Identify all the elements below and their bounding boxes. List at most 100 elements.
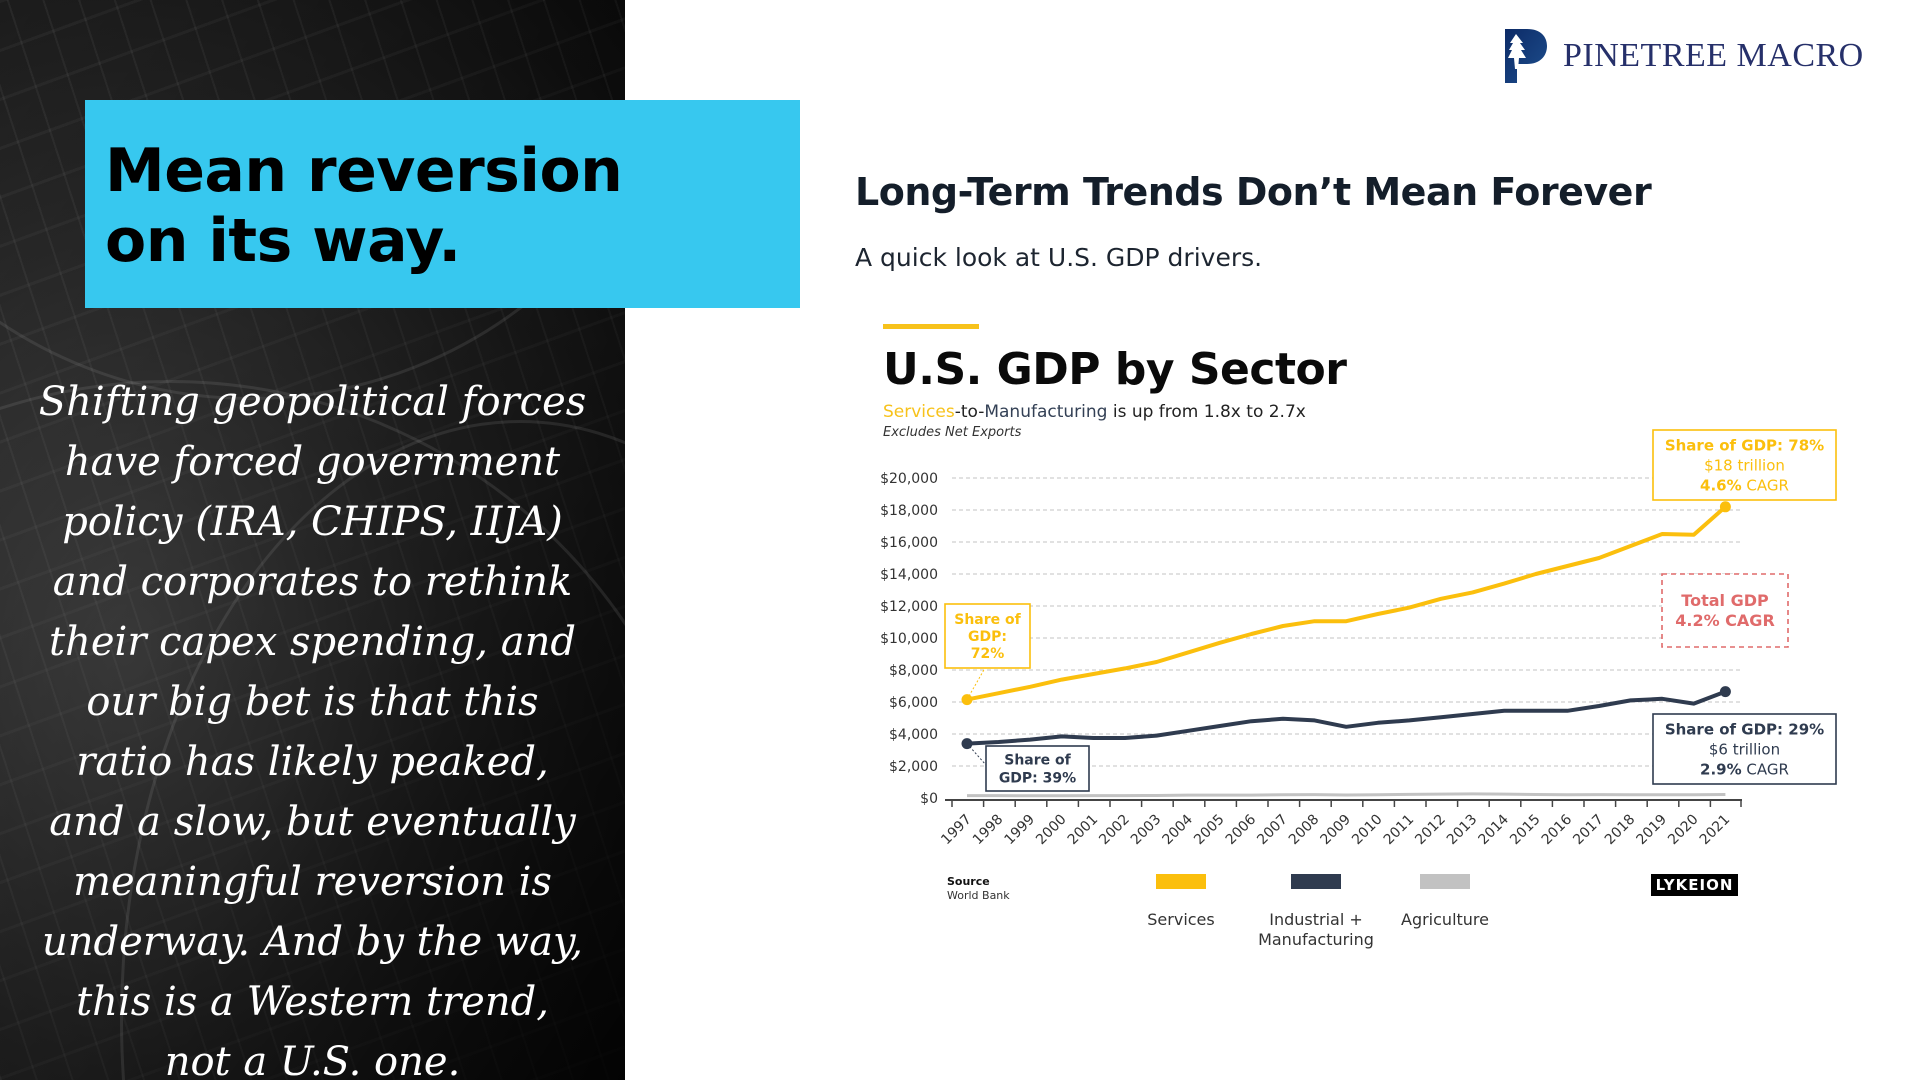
services-end-annotation-text: Share of GDP: 78%: [1665, 437, 1824, 455]
x-tick-label: 2017: [1570, 812, 1607, 849]
commentary-text: Shifting geopolitical forces have forced…: [0, 372, 625, 1080]
x-tick-label: 2009: [1318, 812, 1355, 849]
services-line: [966, 505, 1727, 702]
services-start-point: [961, 694, 973, 706]
x-tick-label: 2008: [1286, 812, 1323, 849]
industrial-start-leader: [966, 743, 987, 766]
x-tick-label: 1998: [970, 812, 1007, 849]
total-gdp-annotation-box: [1661, 573, 1789, 648]
industrial-end-annotation-box: [1652, 713, 1837, 785]
legend-label-services: Services: [1147, 910, 1215, 929]
subtitle-rest: is up from 1.8x to 2.7x: [1107, 402, 1306, 422]
services-start-annotation-text: 72%: [971, 646, 1005, 662]
x-tick-label: 2021: [1697, 812, 1734, 849]
commentary-line: this is a Western trend,: [76, 979, 549, 1025]
x-axis: 1997199819992000200120022003200420052006…: [938, 799, 1742, 849]
commentary-line: and a slow, but eventually: [49, 799, 576, 845]
chart-subtitle: Services-to-Manufacturing is up from 1.8…: [883, 402, 1306, 422]
x-tick-label: 2004: [1160, 811, 1197, 848]
chart-note: Excludes Net Exports: [883, 425, 1022, 440]
x-tick-label: 2011: [1381, 812, 1418, 849]
industrial-line: [966, 689, 1727, 746]
y-tick-label: $16,000: [880, 535, 938, 551]
services-end-point: [1719, 501, 1731, 513]
industrial-end-point: [1719, 686, 1731, 698]
services-start-annotation-box: [944, 603, 1031, 669]
services-start-leader: [966, 667, 986, 700]
subtitle-services: Services: [883, 402, 955, 422]
commentary-line: underway. And by the way,: [42, 919, 583, 965]
slide-subtitle: A quick look at U.S. GDP drivers.: [855, 243, 1263, 272]
commentary-line: their capex spending, and: [49, 619, 576, 665]
x-tick-label: 2002: [1096, 812, 1133, 849]
industrial-start-annotation-text: Share of: [1004, 753, 1071, 769]
headline-line: Mean reversion: [105, 136, 623, 206]
industrial-start-annotation-box: [985, 745, 1090, 792]
legend-label-agriculture: Agriculture: [1401, 910, 1489, 929]
x-tick-label: 2006: [1223, 811, 1260, 848]
source-value: World Bank: [947, 889, 1010, 902]
gridlines: [952, 477, 1740, 767]
y-tick-label: $6,000: [889, 695, 938, 711]
y-tick-label: $10,000: [880, 631, 938, 647]
x-tick-label: 2018: [1602, 812, 1639, 849]
y-tick-label: $14,000: [880, 567, 938, 583]
x-tick-label: 2020: [1665, 812, 1702, 849]
pinetree-macro-logo: PINETREE MACRO: [1505, 28, 1864, 84]
chart-title: U.S. GDP by Sector: [883, 344, 1347, 395]
x-tick-label: 2012: [1412, 812, 1449, 849]
subtitle-dash: -to-: [954, 402, 985, 422]
x-tick-label: 2019: [1634, 812, 1671, 849]
services-end-annotation-text: 4.6% CAGR: [1700, 477, 1789, 495]
headline-box: Mean reversion on its way.: [85, 100, 800, 308]
total-gdp-annotation-text: Total GDP: [1681, 591, 1769, 610]
commentary-line: not a U.S. one.: [164, 1039, 461, 1080]
x-tick-label: 2005: [1191, 812, 1228, 849]
commentary-line: meaningful reversion is: [73, 859, 552, 905]
annotation-bold-part: 2.9%: [1700, 761, 1742, 779]
services-start-annotation-text: GDP:: [968, 629, 1007, 645]
y-tick-label: $8,000: [889, 663, 938, 679]
y-axis-ticks: $0 $2,000 $4,000 $6,000 $8,000 $10,000 $12,000…: [880, 471, 938, 807]
legend-swatch-agriculture: [1420, 874, 1470, 889]
y-tick-label: $12,000: [880, 599, 938, 615]
industrial-start-annotation-text: GDP: 39%: [999, 771, 1076, 787]
commentary-line: Shifting geopolitical forces: [38, 379, 587, 425]
x-tick-label: 1997: [938, 812, 975, 849]
legend-swatch-industrial: [1291, 874, 1341, 889]
x-tick-label: 2013: [1444, 812, 1481, 849]
commentary-line: and corporates to rethink: [52, 559, 573, 605]
industrial-start-point: [961, 738, 973, 750]
annotation-bold-part: 4.6%: [1700, 477, 1742, 495]
agriculture-line: [967, 792, 1726, 798]
y-tick-label: $2,000: [889, 759, 938, 775]
source-label: Source: [947, 875, 990, 888]
x-tick-label: 2010: [1349, 812, 1386, 849]
series-lines: [961, 501, 1731, 798]
industrial-end-annotation-text: $6 trillion: [1709, 741, 1780, 759]
services-end-annotation-text: $18 trillion: [1704, 457, 1785, 475]
industrial-end-annotation-text: Share of GDP: 29%: [1665, 721, 1824, 739]
y-tick-label: $4,000: [889, 727, 938, 743]
pinetree-p-icon: [1505, 29, 1547, 83]
annotation-regular-part: CAGR: [1742, 761, 1789, 779]
legend-swatch-services: [1156, 874, 1206, 889]
x-tick-label: 2003: [1128, 812, 1165, 849]
legend-label-industrial: Industrial + Manufacturing: [1258, 910, 1374, 949]
x-tick-label: 2000: [1033, 812, 1070, 849]
total-gdp-annotation-text: 4.2% CAGR: [1675, 611, 1775, 630]
subtitle-manufacturing: Manufacturing: [984, 402, 1108, 422]
services-end-annotation-box: [1652, 429, 1837, 501]
commentary-line: ratio has likely peaked,: [76, 739, 549, 785]
annotation-regular-part: CAGR: [1742, 477, 1789, 495]
x-tick-label: 2007: [1254, 812, 1291, 849]
x-tick-label: 2001: [1065, 812, 1102, 849]
y-tick-label: $0: [920, 791, 938, 807]
x-tick-label: 2016: [1539, 811, 1576, 848]
chart-accent-bar: [883, 324, 979, 329]
brand-name: PINETREE MACRO: [1563, 37, 1864, 74]
commentary-line: policy (IRA, CHIPS, IIJA): [62, 499, 563, 545]
x-tick-label: 1999: [1002, 812, 1039, 849]
industrial-end-annotation-text: 2.9% CAGR: [1700, 761, 1789, 779]
